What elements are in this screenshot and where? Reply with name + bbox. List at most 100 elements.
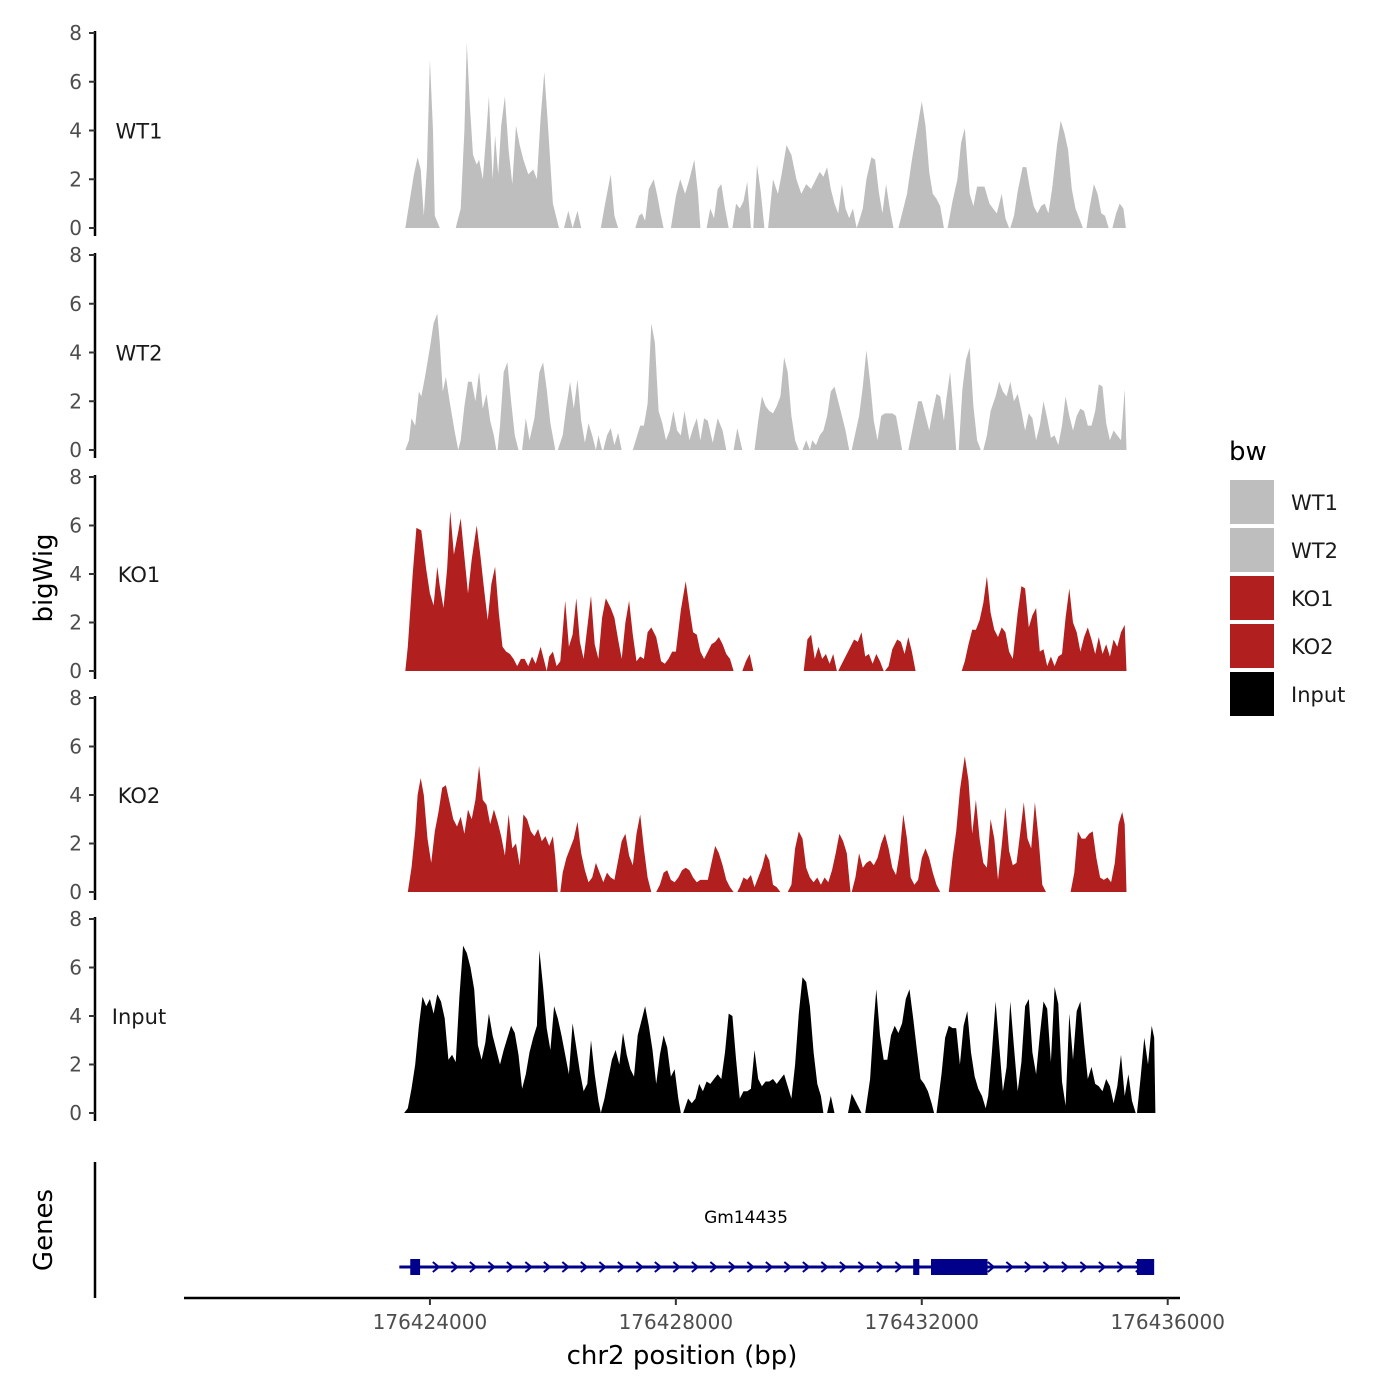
y-tick-label: 2 bbox=[69, 832, 82, 856]
y-tick-label: 4 bbox=[69, 341, 82, 365]
strand-arrow bbox=[691, 1261, 700, 1273]
y-tick-label: 6 bbox=[69, 514, 82, 538]
strand-arrow bbox=[543, 1261, 552, 1273]
strand-arrow bbox=[635, 1261, 644, 1273]
legend-label: KO2 bbox=[1291, 635, 1334, 659]
y-tick-label: 8 bbox=[69, 21, 82, 45]
y-tick-label: 0 bbox=[69, 438, 82, 462]
strand-arrow bbox=[857, 1261, 866, 1273]
y-tick-label: 2 bbox=[69, 167, 82, 191]
x-tick-label: 176436000 bbox=[1110, 1310, 1225, 1334]
strand-arrow bbox=[432, 1261, 441, 1273]
area-wt1 bbox=[405, 42, 1126, 228]
gene-exon bbox=[1136, 1259, 1155, 1275]
y-tick-label: 6 bbox=[69, 956, 82, 980]
strand-arrow bbox=[617, 1261, 626, 1273]
y-tick-label: 4 bbox=[69, 1004, 82, 1028]
track-label: WT2 bbox=[116, 342, 163, 366]
strand-arrow bbox=[783, 1261, 792, 1273]
area-input bbox=[404, 945, 1156, 1113]
track-label: KO1 bbox=[118, 563, 161, 587]
gene-exon bbox=[913, 1259, 920, 1275]
y-tick-label: 0 bbox=[69, 659, 82, 683]
y-tick-label: 4 bbox=[69, 562, 82, 586]
strand-arrow bbox=[1079, 1261, 1088, 1273]
y-tick-label: 2 bbox=[69, 389, 82, 413]
y-tick-label: 8 bbox=[69, 686, 82, 710]
x-axis-title: chr2 position (bp) bbox=[567, 1341, 798, 1371]
track-label: KO2 bbox=[118, 784, 161, 808]
y-tick-label: 8 bbox=[69, 243, 82, 267]
strand-arrow bbox=[580, 1261, 589, 1273]
legend-label: KO1 bbox=[1291, 587, 1334, 611]
strand-arrow bbox=[728, 1261, 737, 1273]
legend: bw WT1 WT2 KO1 KO2 Input bbox=[1229, 437, 1345, 716]
y-tick-label: 4 bbox=[69, 783, 82, 807]
strand-arrow bbox=[839, 1261, 848, 1273]
y-tick-label: 4 bbox=[69, 119, 82, 143]
x-tick-label: 176432000 bbox=[865, 1310, 980, 1334]
strand-arrow bbox=[1024, 1261, 1033, 1273]
strand-arrow bbox=[506, 1261, 515, 1273]
legend-key-ko1 bbox=[1230, 576, 1274, 620]
strand-arrow bbox=[820, 1261, 829, 1273]
strand-arrow bbox=[1042, 1261, 1051, 1273]
y-tick-label: 6 bbox=[69, 292, 82, 316]
strand-arrow bbox=[894, 1261, 903, 1273]
strand-arrow bbox=[1005, 1261, 1014, 1273]
legend-key-input bbox=[1230, 672, 1274, 716]
y-tick-label: 2 bbox=[69, 1053, 82, 1077]
strand-arrow bbox=[1098, 1261, 1107, 1273]
y-tick-label: 0 bbox=[69, 880, 82, 904]
x-tick-label: 176428000 bbox=[619, 1310, 734, 1334]
legend-key-wt1 bbox=[1230, 480, 1274, 524]
legend-key-ko2 bbox=[1230, 624, 1274, 668]
strand-arrow bbox=[450, 1261, 459, 1273]
strand-arrow bbox=[1061, 1261, 1070, 1273]
legend-title: bw bbox=[1229, 437, 1267, 467]
strand-arrow bbox=[765, 1261, 774, 1273]
legend-label: WT2 bbox=[1291, 539, 1338, 563]
track-wt1: 0 2 4 6 8 WT1 bbox=[69, 21, 1126, 240]
x-tick-label: 176424000 bbox=[373, 1310, 488, 1334]
strand-arrow bbox=[746, 1261, 755, 1273]
y-tick-label: 0 bbox=[69, 1101, 82, 1125]
track-label: WT1 bbox=[116, 120, 163, 144]
legend-label: Input bbox=[1291, 683, 1345, 707]
track-label: Input bbox=[112, 1005, 166, 1029]
strand-arrow bbox=[469, 1261, 478, 1273]
y-tick-label: 6 bbox=[69, 735, 82, 759]
genes-panel: Gm14435 bbox=[93, 1162, 1155, 1298]
strand-arrow bbox=[561, 1261, 570, 1273]
x-axis: 176424000 176428000 176432000 176436000 bbox=[184, 1296, 1225, 1334]
legend-key-wt2 bbox=[1230, 528, 1274, 572]
area-ko1 bbox=[405, 511, 1127, 671]
area-wt2 bbox=[405, 313, 1127, 450]
y-tick-label: 8 bbox=[69, 465, 82, 489]
strand-arrow bbox=[672, 1261, 681, 1273]
strand-arrow bbox=[487, 1261, 496, 1273]
gene-exon bbox=[410, 1259, 421, 1275]
strand-arrow bbox=[876, 1261, 885, 1273]
genes-axis-title: Genes bbox=[29, 1189, 59, 1271]
strand-arrow bbox=[524, 1261, 533, 1273]
track-input: 0 2 4 6 8 Input bbox=[69, 907, 1156, 1125]
strand-arrow bbox=[598, 1261, 607, 1273]
gene-exon bbox=[931, 1259, 988, 1275]
y-tick-label: 2 bbox=[69, 611, 82, 635]
track-ko1: 0 2 4 6 8 KO1 bbox=[69, 465, 1127, 683]
bigwig-tracks: 0 2 4 6 8 WT1 0 2 4 6 8 WT2 0 2 4 6 8 KO1 0 2 4 6 8 KO2 0 2 4 6 8 Inp… bbox=[69, 21, 1156, 1125]
strand-arrow bbox=[709, 1261, 718, 1273]
y-axis-title: bigWig bbox=[29, 533, 59, 622]
y-tick-label: 0 bbox=[69, 216, 82, 240]
strand-arrow bbox=[654, 1261, 663, 1273]
track-ko2: 0 2 4 6 8 KO2 bbox=[69, 686, 1127, 904]
legend-label: WT1 bbox=[1291, 491, 1338, 515]
strand-arrow bbox=[1116, 1261, 1125, 1273]
track-wt2: 0 2 4 6 8 WT2 bbox=[69, 243, 1127, 462]
area-ko2 bbox=[407, 756, 1127, 892]
y-tick-label: 6 bbox=[69, 70, 82, 94]
y-tick-label: 8 bbox=[69, 907, 82, 931]
strand-arrow bbox=[802, 1261, 811, 1273]
